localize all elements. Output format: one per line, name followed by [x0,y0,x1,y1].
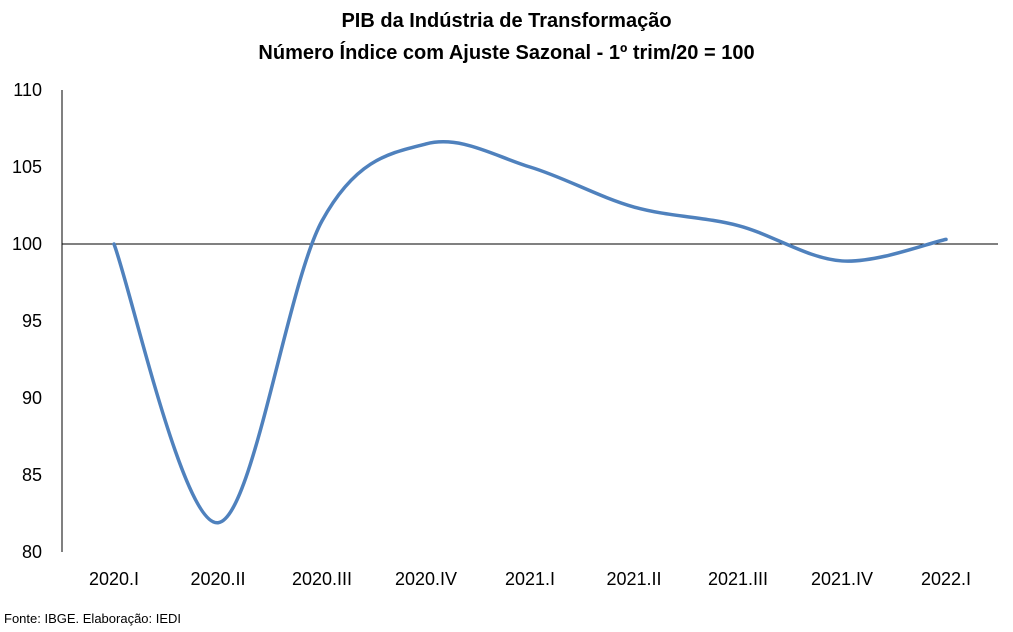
series-line [112,140,948,525]
data-point [944,237,948,241]
source-note: Fonte: IBGE. Elaboração: IEDI [4,611,182,626]
y-tick-label: 90 [22,388,42,408]
data-point [840,259,844,263]
data-point [424,142,428,146]
data-point [528,165,532,169]
x-tick-label: 2022.I [921,569,971,589]
chart-title: PIB da Indústria de Transformação [341,10,672,32]
x-tick-label: 2020.I [89,569,139,589]
x-tick-label: 2021.III [708,569,768,589]
y-tick-label: 105 [12,157,42,177]
y-tick-label: 110 [13,80,42,100]
x-tick-label: 2021.I [505,569,555,589]
y-tick-label: 100 [12,234,42,254]
x-tick-label: 2020.III [292,569,352,589]
y-tick-label: 80 [22,542,42,562]
data-point [216,521,220,525]
chart-subtitle: Número Índice com Ajuste Sazonal - 1º tr… [258,42,755,64]
data-point [736,224,740,228]
x-tick-label: 2020.IV [395,569,457,589]
data-point [632,205,636,209]
data-point [320,219,324,223]
data-point [112,242,116,246]
y-tick-label: 95 [22,311,42,331]
x-tick-label: 2021.II [606,569,661,589]
y-tick-label: 85 [22,465,42,485]
x-tick-label: 2021.IV [811,569,873,589]
x-tick-label: 2020.II [190,569,245,589]
